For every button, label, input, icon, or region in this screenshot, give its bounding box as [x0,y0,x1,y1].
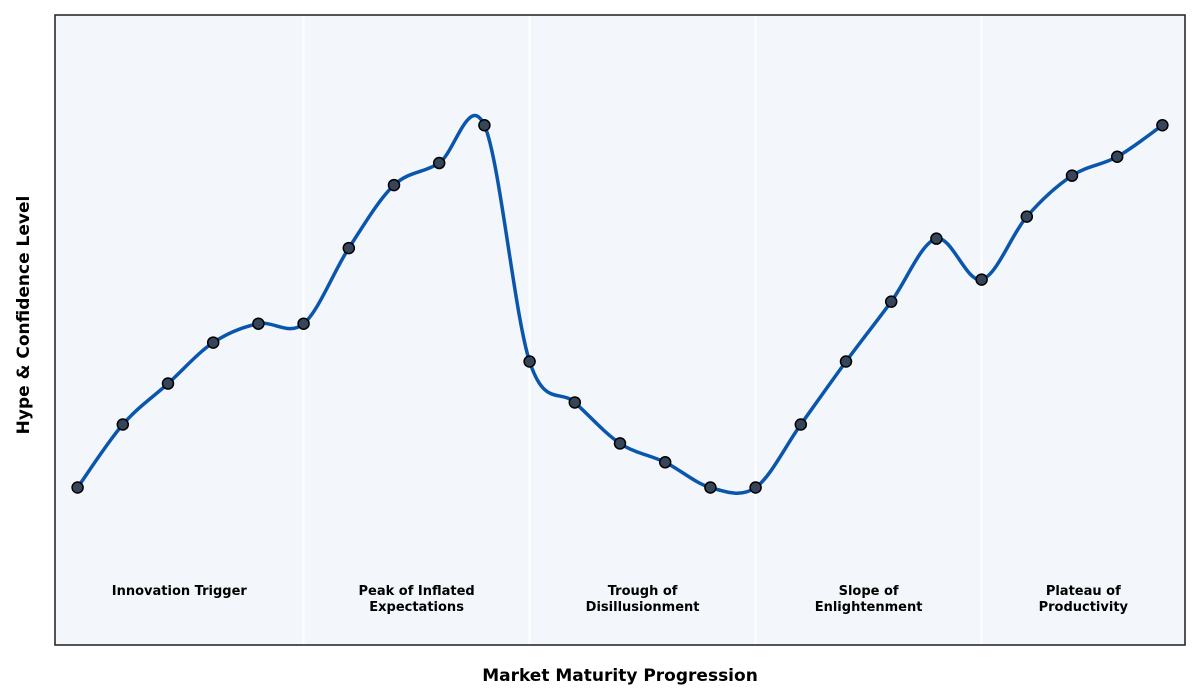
phase-label-3: Trough of Disillusionment [586,584,700,615]
data-point-6 [342,241,356,255]
data-point-21 [1020,210,1034,223]
data-point-14 [704,481,717,494]
phase-label-5: Plateau of Productivity [1039,584,1129,615]
phase-label-1: Innovation Trigger [112,584,248,599]
phase-label-2: Peak of Inflated Expectations [358,584,474,615]
phase-label-4: Slope of Enlightenment [815,584,923,615]
data-point-19 [930,232,943,245]
phase-dividers [302,15,983,645]
data-point-0 [71,481,84,494]
data-point-22 [1065,169,1079,182]
data-point-1 [116,418,130,431]
x-axis-title: Market Maturity Progression [482,666,758,686]
plot-frame [54,14,1186,646]
y-axis-title: Hype & Confidence Level [14,196,34,435]
data-point-10 [523,355,536,368]
data-point-15 [749,481,762,494]
data-point-23 [1110,150,1124,163]
data-point-12 [613,437,627,450]
data-point-18 [884,295,898,308]
data-point-11 [568,396,582,409]
data-point-13 [658,456,672,469]
data-point-4 [252,317,265,330]
data-point-16 [794,418,808,431]
data-point-3 [206,336,220,349]
data-point-17 [839,355,853,368]
plot-area [55,15,1185,645]
data-point-5 [297,317,310,330]
data-markers [71,119,1169,494]
data-point-8 [432,156,446,170]
data-point-24 [1156,119,1169,132]
data-point-9 [478,119,491,132]
phase-labels: Innovation Trigger Peak of Inflated Expect… [112,584,1129,615]
data-point-20 [975,273,988,286]
data-point-2 [161,377,175,390]
data-point-7 [387,178,401,192]
